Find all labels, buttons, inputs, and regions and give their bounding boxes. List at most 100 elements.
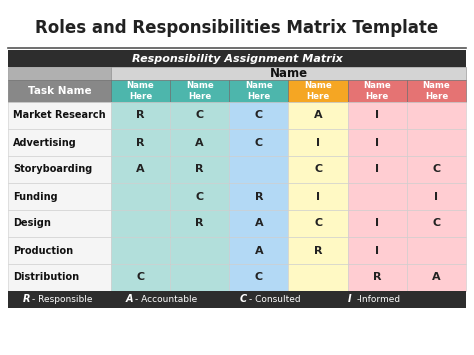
Bar [347,156,407,183]
Text: I: I [375,137,379,147]
Bar [170,183,229,210]
Text: I: I [348,295,352,305]
Text: Distribution: Distribution [13,273,79,283]
Text: C: C [314,164,322,175]
Text: R: R [195,164,204,175]
Bar [111,210,170,237]
Text: Task Name: Task Name [27,86,91,96]
Bar [407,80,466,102]
Text: Name
Here: Name Here [364,81,391,101]
Text: I: I [316,191,320,202]
Bar [111,237,170,264]
Bar [229,80,289,102]
Text: A: A [126,295,134,305]
Bar [407,237,466,264]
Bar [229,210,289,237]
Text: A: A [255,218,263,229]
Text: Design: Design [13,218,51,229]
Text: R: R [195,218,204,229]
Bar [407,264,466,291]
Bar [347,237,407,264]
Text: A: A [432,273,441,283]
Bar [289,264,347,291]
Bar [111,129,170,156]
Text: Name: Name [269,67,308,80]
Text: R: R [255,191,263,202]
Bar [8,67,111,80]
Text: C: C [432,218,440,229]
Bar [289,183,347,210]
Text: I: I [375,110,379,120]
Bar [289,129,347,156]
Text: Funding: Funding [13,191,58,202]
Text: C: C [255,273,263,283]
Text: A: A [195,137,204,147]
Bar [289,156,347,183]
Text: A: A [136,164,145,175]
Bar [347,210,407,237]
Text: Name
Here: Name Here [186,81,214,101]
Bar [8,210,111,237]
Bar [170,156,229,183]
Bar [170,129,229,156]
Bar [111,264,170,291]
Bar [8,102,111,129]
Bar [8,156,111,183]
Text: -Informed: -Informed [357,295,401,304]
Bar [170,80,229,102]
Text: Name
Here: Name Here [245,81,273,101]
Text: Name
Here: Name Here [127,81,155,101]
Text: Market Research: Market Research [13,110,106,120]
Bar [229,102,289,129]
Text: C: C [314,218,322,229]
Bar [347,102,407,129]
Bar [229,264,289,291]
Text: R: R [314,246,322,256]
Bar [289,80,347,102]
Text: Production: Production [13,246,73,256]
Bar [229,183,289,210]
Text: A: A [314,110,322,120]
Text: Roles and Responsibilities Matrix Template: Roles and Responsibilities Matrix Templa… [36,19,438,37]
Bar [8,183,111,210]
Text: - Consulted: - Consulted [249,295,301,304]
Bar [8,291,466,308]
Bar [229,237,289,264]
Bar [407,102,466,129]
Bar [170,210,229,237]
Text: - Responsible: - Responsible [32,295,92,304]
Bar [407,129,466,156]
Text: I: I [375,218,379,229]
Bar [111,183,170,210]
Text: I: I [375,246,379,256]
Bar [111,102,170,129]
Bar [347,183,407,210]
Text: - Accountable: - Accountable [135,295,197,304]
Text: Name
Here: Name Here [304,81,332,101]
Bar [407,210,466,237]
Bar [8,129,111,156]
Bar [229,156,289,183]
Bar [170,102,229,129]
Text: Name
Here: Name Here [422,81,450,101]
Bar [289,210,347,237]
Text: A: A [255,246,263,256]
Text: C: C [432,164,440,175]
Text: I: I [434,191,438,202]
Bar [347,80,407,102]
Bar [8,50,466,67]
Bar [111,156,170,183]
Bar [289,237,347,264]
Bar [347,129,407,156]
Text: Advertising: Advertising [13,137,77,147]
Text: C: C [196,110,204,120]
Bar [407,156,466,183]
Text: Responsibility Assignment Matrix: Responsibility Assignment Matrix [132,54,342,64]
Bar [170,237,229,264]
Text: R: R [373,273,382,283]
Text: R: R [137,110,145,120]
Bar [407,183,466,210]
Text: C: C [196,191,204,202]
Text: C: C [137,273,145,283]
Bar [8,80,111,102]
